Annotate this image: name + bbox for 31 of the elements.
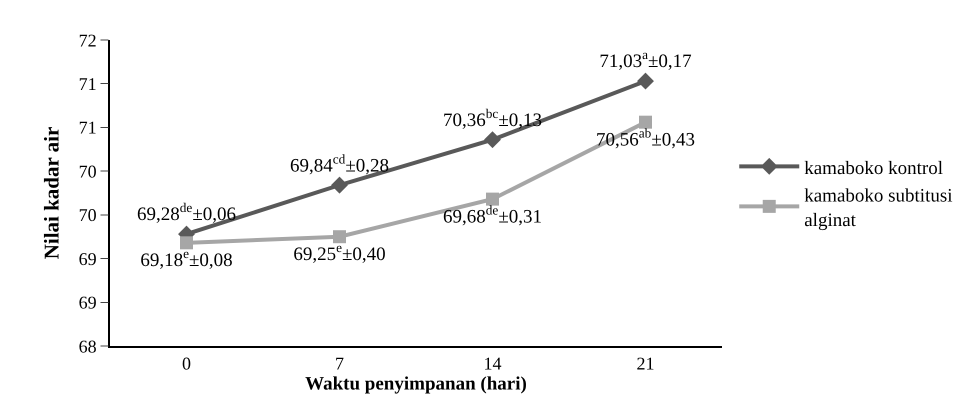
point (180, 236, 193, 250)
legend-label: kamaboko subtitusi alginat (804, 185, 953, 232)
x-tick-label: 0 (182, 353, 191, 374)
data-label: 70,36$^{bc}$±0,13 (443, 106, 542, 131)
y-tick-label: 69 (78, 292, 97, 313)
x-tick-label: 21 (636, 353, 654, 374)
data-label: 71,03$^{a}$±0,17 (599, 47, 692, 72)
data-label: 69,84$^{cd}$±0,28 (290, 151, 389, 176)
point (639, 116, 652, 129)
point (637, 72, 654, 90)
y-axis-title: Nilai kadar air (39, 126, 64, 260)
x-axis-title: Waktu penyimpanan (hari) (305, 374, 527, 395)
point (484, 131, 501, 148)
point (486, 192, 499, 206)
x-tick-label: 14 (484, 353, 502, 374)
data-label: 69,68$^{de}$±0,31 (443, 202, 542, 228)
y-tick-label: 70 (78, 205, 97, 226)
y-tick-label: 69 (78, 248, 97, 269)
point (331, 176, 348, 194)
y-tick-label: 71 (78, 74, 97, 94)
y-tick-label: 68 (78, 336, 97, 356)
y-tick-label: 70 (78, 161, 97, 182)
data-label: 69,25$^{e}$±0,40 (293, 240, 386, 266)
data-label: 69,28$^{de}$±0,06 (137, 200, 236, 226)
data-label: 69,18$^{e}$±0,08 (140, 246, 233, 272)
point (333, 230, 346, 244)
y-tick-label: 71 (78, 118, 97, 138)
legend-label: kamaboko kontrol (804, 158, 944, 179)
x-tick-label: 7 (335, 353, 344, 374)
data-label: 70,56$^{ab}$±0,43 (596, 126, 695, 151)
y-tick-label: 72 (78, 30, 97, 50)
